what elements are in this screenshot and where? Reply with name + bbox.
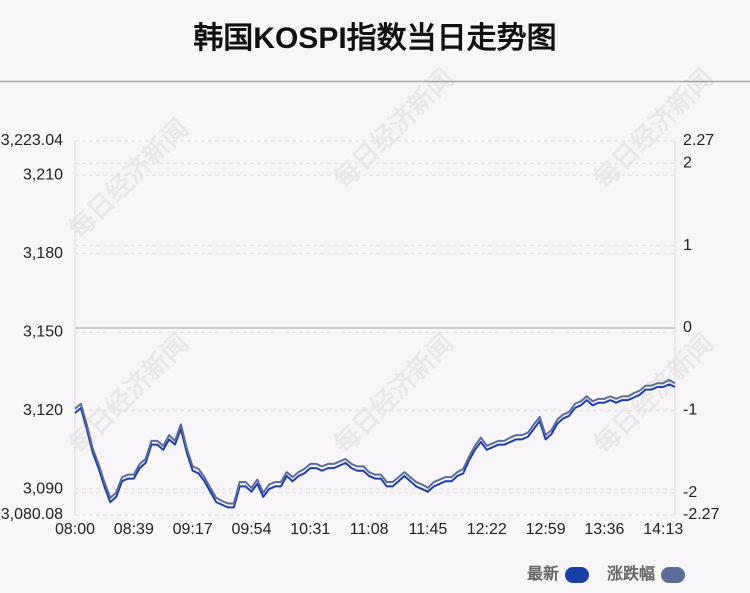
legend-label: 最新	[527, 564, 559, 583]
y-tick-label: 3,210	[23, 166, 63, 183]
legend-label: 涨跌幅	[607, 564, 655, 583]
series-line	[74, 378, 676, 505]
x-tick-label: 08:39	[114, 521, 154, 538]
x-tick-label: 14:13	[643, 521, 683, 538]
x-tick-label: 10:31	[290, 521, 330, 538]
chart-title: 韩国KOSPI指数当日走势图	[193, 22, 556, 55]
x-tick-label: 09:54	[231, 521, 271, 538]
legend-swatch	[564, 567, 589, 583]
y2-tick-label: 2	[683, 154, 692, 171]
x-tick-label: 12:22	[467, 521, 507, 538]
y-tick-label: 3,080.08	[1, 506, 63, 523]
y2-tick-label: 1	[683, 237, 692, 254]
y2-tick-label: 0	[683, 319, 692, 336]
legend-swatch	[661, 567, 685, 583]
y-tick-label: 3,223.04	[1, 132, 63, 149]
x-tick-label: 11:45	[409, 521, 448, 538]
y-tick-label: 3,120	[23, 402, 63, 419]
y2-tick-label: 2.27	[683, 132, 714, 149]
y-tick-label: 3,150	[23, 323, 63, 340]
x-tick-label: 13:36	[584, 521, 624, 538]
x-tick-label: 09:17	[173, 521, 213, 538]
y-tick-label: 3,090	[23, 480, 63, 497]
y2-tick-label: -2	[683, 484, 697, 501]
y2-tick-label: -1	[683, 402, 697, 419]
x-tick-label: 12:59	[526, 521, 566, 538]
series-line	[74, 383, 676, 509]
y2-tick-label: -2.27	[683, 506, 720, 523]
x-tick-label: 08:00	[55, 521, 95, 538]
x-tick-label: 11:08	[350, 521, 389, 538]
y-tick-label: 3,180	[23, 245, 63, 262]
